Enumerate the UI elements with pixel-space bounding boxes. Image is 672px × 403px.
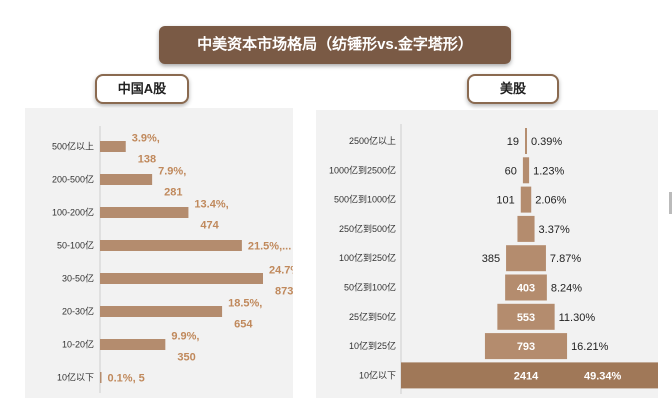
us-stock-label: 美股 — [467, 74, 559, 104]
us-category-label: 500亿到1000亿 — [334, 194, 396, 205]
china-category-label: 50-100亿 — [57, 240, 94, 251]
us-bar — [484, 333, 568, 360]
us-pct-label: 1.23% — [533, 165, 564, 177]
china-count-label: 281 — [164, 187, 182, 199]
us-bar — [522, 157, 530, 184]
us-bar — [497, 303, 555, 330]
china-count-label: 350 — [177, 352, 195, 364]
us-category-label: 10亿以下 — [359, 369, 396, 380]
china-category-label: 10亿以下 — [57, 372, 94, 383]
us-count-label: 101 — [496, 195, 514, 207]
china-category-label: 200-500亿 — [52, 174, 94, 185]
china-bar — [100, 273, 263, 284]
china-category-label: 500亿以上 — [52, 141, 94, 152]
china-category-label: 10-20亿 — [62, 339, 94, 350]
china-bar — [100, 339, 166, 350]
china-pct-label: 21.5%,... — [248, 241, 291, 253]
us-chart-panel: 2500亿以上 19 0.39% 1000亿到2500亿 60 1.23% 500亿到100… — [316, 110, 658, 398]
us-pyramid-chart: 2500亿以上 19 0.39% 1000亿到2500亿 60 1.23% 500亿到100… — [329, 124, 658, 394]
us-pct-label: 2.06% — [535, 195, 566, 207]
us-pct-label: 16.21% — [571, 341, 609, 353]
china-bar — [100, 174, 153, 185]
china-count-label: 474 — [200, 220, 219, 232]
us-pct-label: 7.87% — [550, 253, 581, 265]
china-count-label: 138 — [138, 154, 156, 166]
china-a-share-label: 中国A股 — [95, 74, 189, 104]
us-bar — [525, 128, 527, 154]
china-pct-label: 24.7%, — [269, 265, 293, 277]
us-category-label: 250亿到500亿 — [339, 223, 396, 234]
china-pct-label: 7.9%, — [158, 166, 186, 178]
china-pct-label: 3.9%, — [132, 133, 160, 145]
china-pct-label: 13.4%, — [194, 199, 228, 211]
us-bar — [401, 362, 658, 389]
china-pct-label: 9.9%, — [171, 331, 199, 343]
china-bar — [100, 207, 189, 218]
us-category-label: 100亿到250亿 — [339, 252, 396, 263]
us-count-label: 60 — [505, 165, 517, 177]
china-bar — [100, 372, 102, 383]
us-pct-label: 11.30% — [559, 312, 596, 324]
china-chart-panel: 500亿以上 3.9%, 138 200-500亿 7.9%, 281 100-200亿 13… — [25, 108, 303, 398]
us-pct-label: 49.34% — [584, 370, 622, 382]
china-pct-label: 18.5%, — [228, 298, 262, 310]
chart-title-banner: 中美资本市场格局（纺锤形vs.金字塔形） — [159, 26, 511, 64]
us-bar — [506, 245, 546, 272]
us-pct-label: 8.24% — [551, 283, 582, 295]
china-category-label: 20-30亿 — [62, 306, 94, 317]
china-bar-chart: 500亿以上 3.9%, 138 200-500亿 7.9%, 281 100-200亿 13… — [52, 126, 303, 393]
us-category-label: 10亿到25亿 — [349, 340, 396, 351]
china-pct-label: 0.1%, 5 — [108, 373, 145, 385]
us-pct-label: 3.37% — [539, 224, 570, 236]
us-count-label: 385 — [482, 253, 500, 265]
china-category-label: 30-50亿 — [62, 273, 94, 284]
us-count-label: 793 — [517, 341, 535, 353]
edge-marker — [669, 192, 672, 214]
us-category-label: 1000亿到2500亿 — [329, 164, 396, 175]
us-bar — [517, 215, 535, 242]
us-count-label: 2414 — [514, 370, 539, 382]
china-count-label: 654 — [234, 319, 253, 331]
us-bar — [520, 186, 532, 213]
china-bar — [100, 141, 126, 152]
china-category-label: 100-200亿 — [52, 207, 94, 218]
us-count-label: 19 — [507, 136, 519, 148]
us-category-label: 25亿到50亿 — [349, 311, 396, 322]
us-category-label: 2500亿以上 — [349, 135, 396, 146]
us-pct-label: 0.39% — [531, 136, 562, 148]
us-category-label: 50亿到100亿 — [344, 282, 396, 293]
us-count-label: 553 — [517, 312, 535, 324]
us-bar — [505, 274, 547, 301]
china-bar — [100, 240, 242, 251]
china-count-label: 873 — [275, 286, 293, 298]
china-bar — [100, 306, 223, 317]
us-count-label: 403 — [517, 283, 535, 295]
